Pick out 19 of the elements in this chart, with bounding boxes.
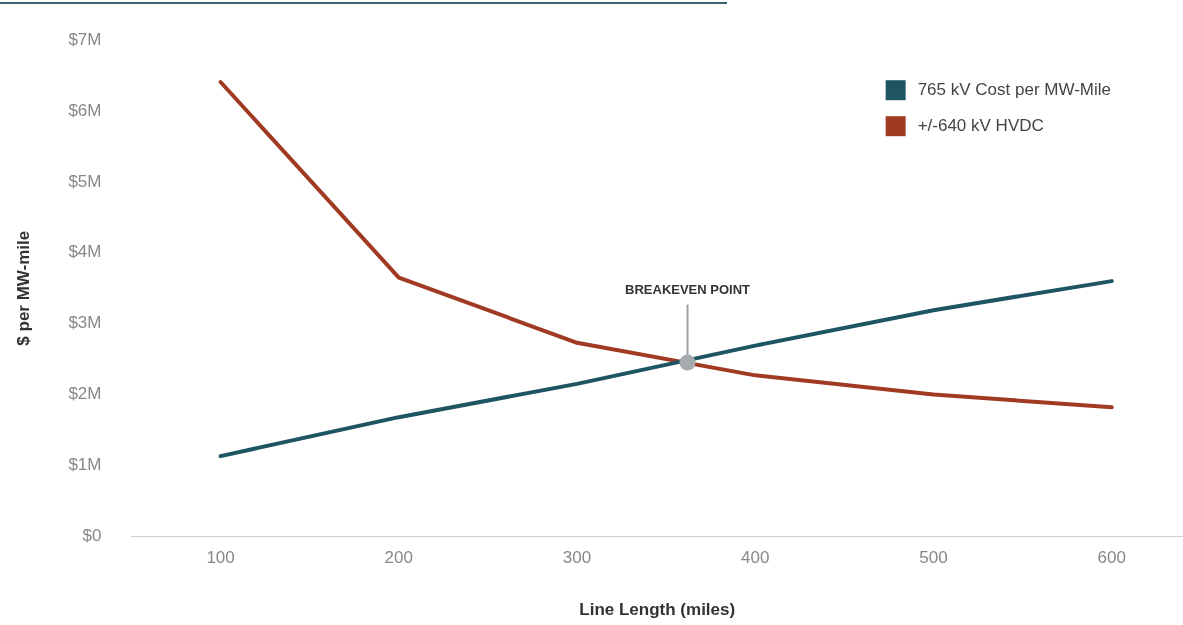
x-tick-label: 600 — [1097, 548, 1126, 568]
x-tick-label: 500 — [919, 548, 948, 568]
y-tick-label: $6M — [68, 100, 102, 120]
x-tick-label: 200 — [384, 548, 413, 568]
y-tick-label: $5M — [68, 171, 102, 191]
legend-label: 765 kV Cost per MW-Mile — [917, 79, 1112, 99]
y-tick-label: $7M — [68, 29, 102, 49]
y-tick-label: $4M — [68, 242, 102, 262]
y-tick-label: $1M — [68, 455, 102, 475]
legend-label: +/-640 kV HVDC — [917, 115, 1044, 135]
annotation: BREAKEVEN POINT — [625, 281, 751, 297]
x-tick-label: 100 — [206, 548, 235, 568]
y-axis-title: $ per MW-mile — [13, 230, 33, 346]
y-tick-label: $0 — [82, 525, 102, 545]
y-tick-label: $3M — [68, 313, 102, 333]
x-tick-label: 300 — [562, 548, 592, 568]
x-axis-title: Line Length (miles) — [579, 600, 736, 620]
x-tick-label: 400 — [741, 548, 770, 568]
y-tick-label: $2M — [68, 384, 102, 404]
